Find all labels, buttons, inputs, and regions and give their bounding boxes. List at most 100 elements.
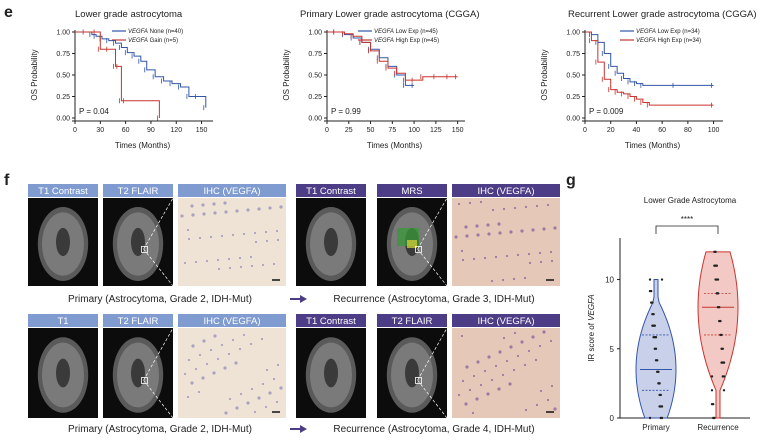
x-tick-label: 0 — [583, 127, 587, 134]
cell-mark — [253, 410, 257, 414]
cell-mark — [235, 209, 239, 213]
cell-mark — [253, 231, 257, 235]
data-point — [722, 389, 726, 392]
cell-mark — [239, 392, 243, 396]
image-header — [103, 314, 173, 327]
cell-mark — [265, 368, 269, 372]
x-axis-label: Times (Months) — [115, 141, 171, 150]
y-tick-label: 1.00 — [566, 30, 580, 37]
cell-mark — [502, 207, 506, 211]
image-header — [452, 184, 560, 197]
legend-entry: VEGFA High Exp (n=34) — [636, 38, 701, 44]
ihc-image — [178, 198, 286, 286]
cell-mark — [494, 364, 498, 368]
caption-recurrence: Recurrence (Astrocytoma, Grade 3, IDH-Mu… — [333, 294, 534, 305]
cell-mark — [272, 377, 276, 381]
y-tick-label: 0.75 — [56, 51, 70, 58]
cell-mark — [187, 237, 191, 241]
cell-mark — [516, 253, 520, 257]
cell-mark — [546, 398, 550, 402]
roi-box — [141, 377, 148, 384]
image-header — [377, 184, 447, 197]
cell-mark — [272, 262, 276, 266]
data-point — [651, 324, 654, 327]
cell-mark — [242, 232, 246, 236]
cell-mark — [531, 335, 535, 339]
y-tick-label: 0.00 — [56, 116, 70, 123]
cell-mark — [479, 200, 483, 204]
cell-mark — [472, 257, 476, 261]
violin-plot: Lower Grade Astrocytoma 0 5 10 IR score of V… — [587, 196, 750, 432]
cell-mark — [460, 249, 464, 253]
cell-mark — [497, 387, 501, 391]
data-point — [719, 333, 722, 337]
cell-mark — [279, 205, 283, 209]
cell-mark — [524, 408, 528, 412]
image-header-label: IHC (VEGFA) — [477, 316, 534, 327]
brain-ventricle — [324, 227, 338, 257]
cell-mark — [497, 222, 501, 226]
cell-mark — [223, 201, 227, 205]
y-tick-label: 0 — [610, 414, 615, 423]
image-header — [296, 184, 366, 197]
cell-mark — [227, 352, 231, 356]
y-tick-label: 0.75 — [308, 51, 322, 58]
y-tick-label: 0.50 — [308, 73, 322, 80]
cell-mark — [471, 411, 475, 415]
image-header-label: IHC (VEGFA) — [477, 186, 534, 197]
cell-mark — [268, 391, 272, 395]
y-axis-label: IR score of VEGFA — [587, 294, 596, 361]
data-point — [714, 278, 717, 281]
legend-entry: VEGFA High Exp (n=45) — [374, 38, 439, 44]
cell-mark — [231, 233, 235, 237]
data-point — [658, 393, 661, 397]
cell-mark — [527, 252, 531, 256]
cell-mark — [505, 359, 509, 363]
cell-mark — [194, 367, 198, 371]
cell-mark — [505, 254, 509, 258]
y-axis-label: OS Probability — [282, 49, 291, 100]
y-tick-label: 0.25 — [56, 94, 70, 101]
x-tick-label: 75 — [388, 127, 396, 134]
cell-mark — [249, 342, 253, 346]
image-header-label: T1 Contrast — [38, 186, 88, 197]
cell-mark — [479, 383, 483, 387]
cell-mark — [190, 204, 194, 208]
cell-mark — [472, 374, 476, 378]
image-header-label: IHC (VEGFA) — [203, 186, 260, 197]
km-curve — [75, 31, 160, 118]
violin-title: Lower Grade Astrocytoma — [644, 196, 737, 205]
cell-mark — [457, 202, 461, 206]
cell-mark — [205, 259, 209, 263]
cell-mark — [250, 387, 254, 391]
cell-mark — [257, 207, 261, 211]
cell-mark — [501, 278, 505, 282]
cell-mark — [276, 238, 280, 242]
roi-box — [141, 245, 148, 253]
cell-mark — [264, 405, 268, 409]
cell-mark — [553, 226, 557, 230]
cell-mark — [535, 204, 539, 208]
y-tick-label: 1.00 — [308, 30, 322, 37]
x-tick-label: 60 — [122, 127, 130, 134]
brain-ventricle — [56, 227, 70, 257]
cell-mark — [213, 334, 217, 338]
y-tick-label: 0.00 — [566, 116, 580, 123]
significance-label: **** — [681, 215, 693, 224]
x-tick-label: 150 — [196, 127, 208, 134]
cell-mark — [483, 369, 487, 373]
cell-mark — [539, 389, 543, 393]
cell-mark — [550, 384, 554, 388]
km-curve — [327, 31, 458, 81]
x-tick-label: 125 — [430, 127, 442, 134]
km-plot-primary-cgga: Primary Lower grade astrocytoma (CGGA) 0.… — [282, 9, 480, 150]
cell-mark — [254, 240, 258, 244]
cell-mark — [546, 203, 550, 207]
panel-label-e: e — [4, 4, 13, 21]
image-header-label: T2 FLAIR — [392, 316, 433, 327]
cell-mark — [509, 345, 513, 349]
cell-mark — [465, 234, 469, 238]
x-tick-label: Recurrence — [697, 423, 739, 432]
cell-mark — [231, 338, 235, 342]
cell-mark — [186, 228, 190, 232]
